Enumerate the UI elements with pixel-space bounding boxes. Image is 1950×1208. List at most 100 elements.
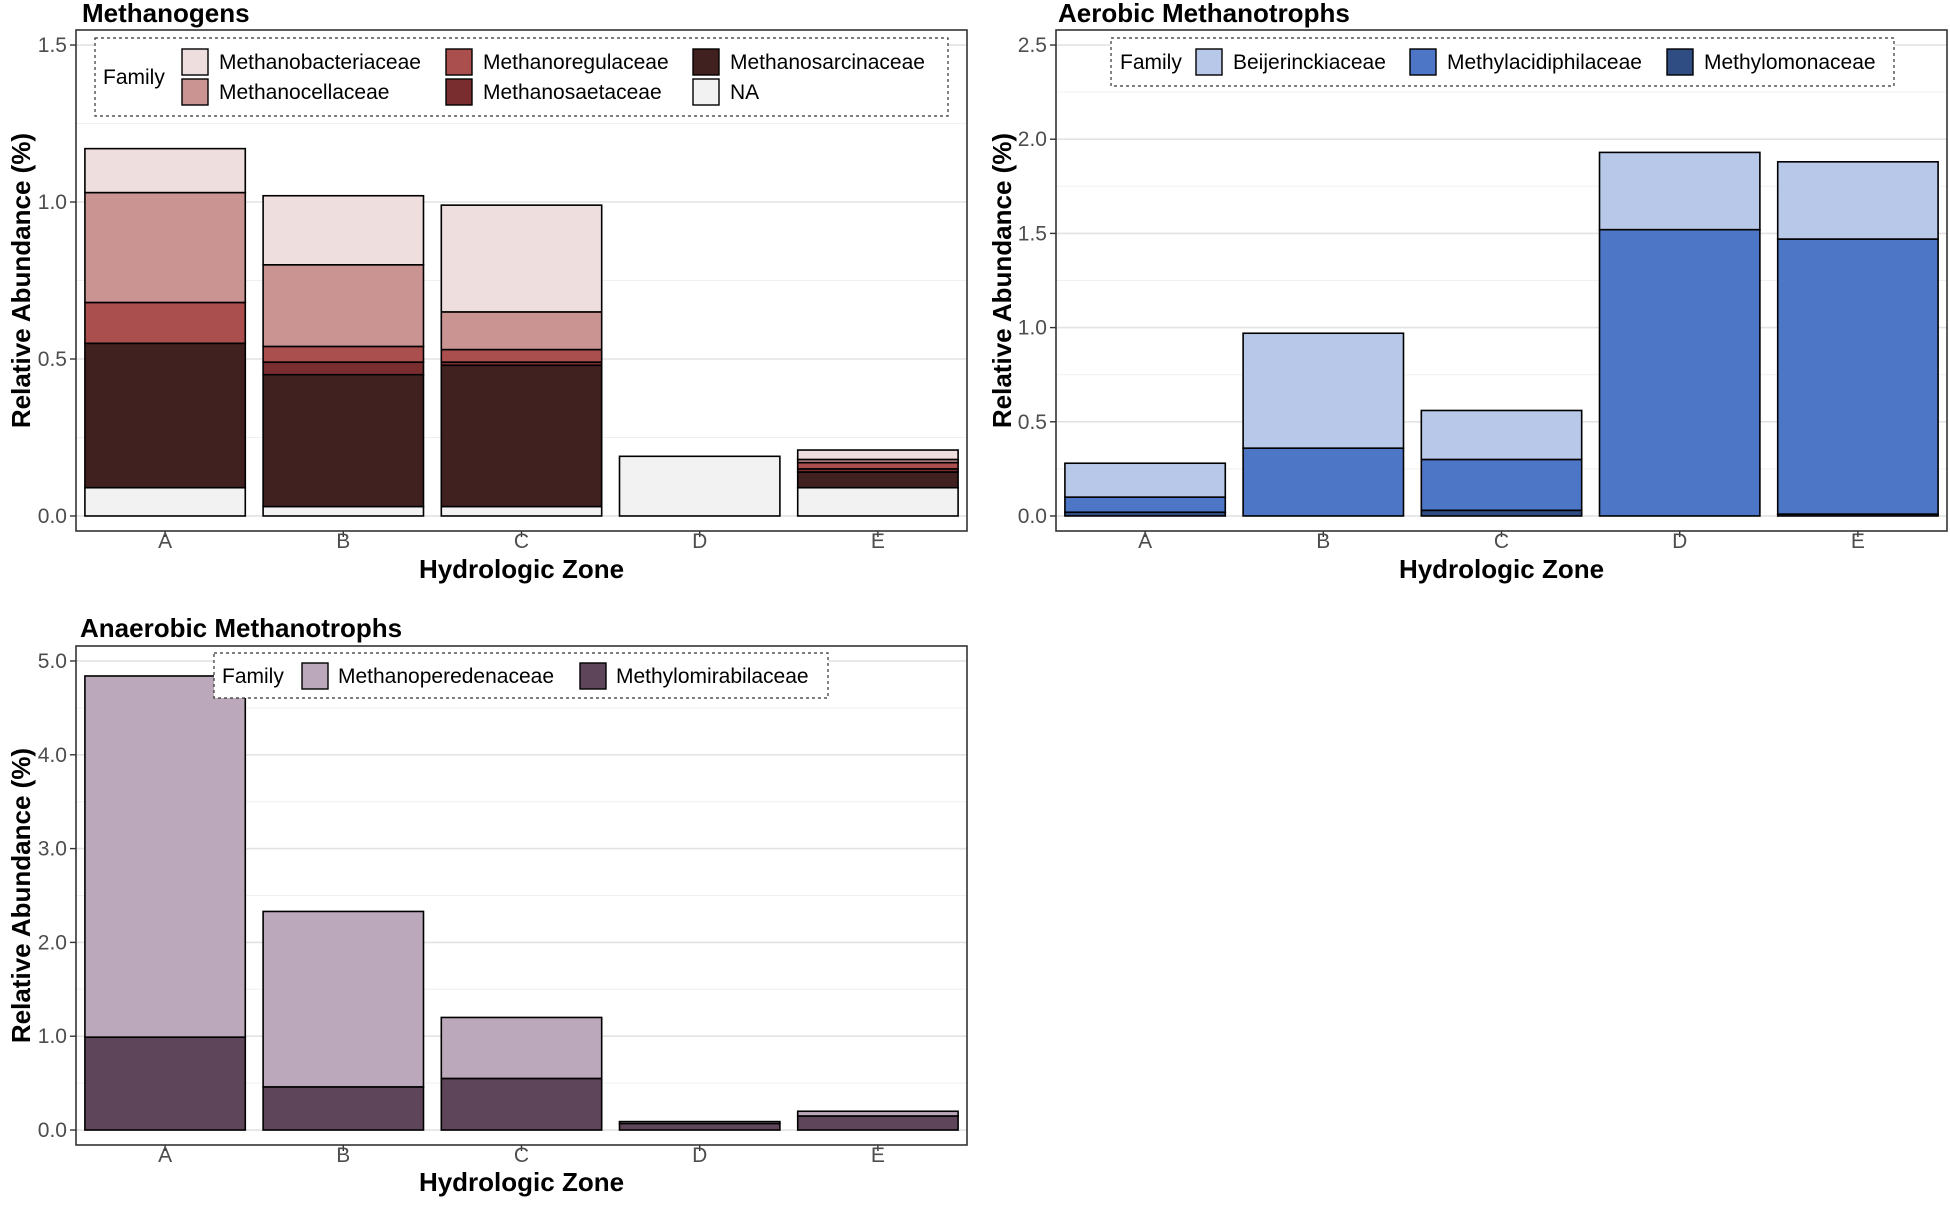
bar-E-Methanoperedenaceae — [796, 1110, 959, 1117]
legend-label: Methanoregulaceae — [483, 51, 669, 74]
bar-C-Methanobacteriaceae — [440, 204, 603, 313]
bar-B-NA — [262, 505, 425, 517]
legend-label: NA — [730, 81, 759, 104]
chart-title: Anaerobic Methanotrophs — [80, 613, 402, 643]
y-tick-label: 2.5 — [1018, 34, 1047, 57]
panel-border — [75, 645, 968, 1146]
bar-E-Methanoregulaceae — [796, 461, 959, 470]
bar-E-Beijerinckiaceae — [1776, 161, 1939, 240]
chart-panel-2: A B C D E 0.0 0.5 1.0 1.5 2.0 2.5 Aerobic Methanotr… — [987, 0, 1948, 584]
y-tick-label: 0.0 — [38, 1119, 67, 1142]
y-tick-label: 1.5 — [1018, 222, 1047, 245]
legend-swatch-Methanocellaceae — [181, 78, 209, 106]
bar-E-Methylomirabilaceae — [796, 1115, 959, 1131]
y-tick-label: 3.0 — [38, 838, 67, 861]
legend: Family Methanobacteriaceae Methanocellacea… — [94, 37, 949, 117]
legend-swatch-Methylomirabilaceae — [579, 662, 607, 690]
bar-A-NA — [84, 486, 247, 517]
legend-label: Methylacidiphilaceae — [1447, 51, 1642, 74]
panel-border — [75, 29, 968, 532]
x-tick-label: D — [692, 530, 707, 553]
bar-A-Methanoperedenaceae — [84, 675, 247, 1038]
y-tick-label: 1.5 — [38, 34, 67, 57]
bar-A-Methanosarcinaceae — [84, 342, 247, 489]
x-tick-label: D — [692, 1144, 707, 1167]
legend-label: Methanoperedenaceae — [338, 665, 554, 688]
legend-title: Family — [1120, 51, 1182, 74]
x-tick-label: A — [158, 530, 172, 553]
bar-B-Methanocellaceae — [262, 264, 425, 348]
bar-A-Methylomirabilaceae — [84, 1036, 247, 1131]
y-tick-label: 0.0 — [38, 505, 67, 528]
y-tick-label: 0.5 — [38, 348, 67, 371]
y-tick-label: 1.0 — [1018, 317, 1047, 340]
bar-A-Beijerinckiaceae — [1064, 462, 1227, 498]
legend-label: Methanobacteriaceae — [219, 51, 421, 74]
legend-swatch-Methanoregulaceae — [445, 48, 473, 76]
y-axis-title: Relative Abundance (%) — [987, 133, 1017, 428]
bar-E-Methylacidiphilaceae — [1776, 238, 1939, 515]
x-axis-title: Hydrologic Zone — [419, 1167, 624, 1197]
chart-panel-3: A B C D E 0.0 1.0 2.0 3.0 4.0 5.0 Anaerobic Methano… — [6, 613, 968, 1197]
legend: Family Beijerinckiaceae Methylacidiphilace… — [1110, 37, 1895, 87]
x-tick-label: A — [1138, 530, 1152, 553]
x-tick-label: C — [514, 530, 529, 553]
x-tick-label: B — [336, 530, 350, 553]
y-axis-title: Relative Abundance (%) — [6, 748, 36, 1043]
legend-box — [1110, 37, 1895, 87]
bar-C-Methylomirabilaceae — [440, 1077, 603, 1131]
legend-label: Methanocellaceae — [219, 81, 389, 104]
bar-B-Methylacidiphilaceae — [1242, 447, 1405, 517]
bar-C-Beijerinckiaceae — [1420, 409, 1583, 461]
bar-C-Methanosarcinaceae — [440, 364, 603, 508]
legend-label: Methylomonaceae — [1704, 51, 1876, 74]
chart-title: Methanogens — [82, 0, 250, 28]
x-tick-label: D — [1672, 530, 1687, 553]
bar-B-Methanobacteriaceae — [262, 194, 425, 266]
bar-C-Methylacidiphilaceae — [1420, 458, 1583, 512]
bar-C-Methanocellaceae — [440, 311, 603, 351]
legend-swatch-Methanoperedenaceae — [301, 662, 329, 690]
x-tick-label: B — [336, 1144, 350, 1167]
legend-title: Family — [222, 665, 284, 688]
bar-D-Methylomirabilaceae — [618, 1122, 781, 1131]
bar-B-Methanosaetaceae — [262, 361, 425, 376]
x-tick-label: C — [514, 1144, 529, 1167]
bar-E-Methanosarcinaceae — [796, 471, 959, 489]
legend-title: Family — [103, 66, 165, 89]
x-tick-label: E — [871, 1144, 885, 1167]
y-tick-label: 1.0 — [38, 191, 67, 214]
bar-B-Methanoregulaceae — [262, 345, 425, 363]
bar-D-Methanoperedenaceae — [618, 1120, 781, 1125]
y-tick-label: 2.0 — [38, 931, 67, 954]
x-tick-label: C — [1494, 530, 1509, 553]
legend-label: Methanosaetaceae — [483, 81, 662, 104]
legend-swatch-Methylomonaceae — [1666, 48, 1694, 76]
legend: Family Methanoperedenaceae Methylomirabila… — [213, 652, 829, 699]
bars — [1064, 151, 1939, 517]
y-tick-label: 0.5 — [1018, 411, 1047, 434]
y-tick-label: 4.0 — [38, 744, 67, 767]
bar-B-Methylomirabilaceae — [262, 1086, 425, 1131]
bar-A-Methylacidiphilaceae — [1064, 496, 1227, 514]
chart-panel-1: A B C D E 0.0 0.5 1.0 1.5 Methanogens Hydrologic Z… — [6, 0, 968, 584]
bar-A-Methanoregulaceae — [84, 301, 247, 345]
bar-E-Methanobacteriaceae — [796, 449, 959, 461]
x-axis-title: Hydrologic Zone — [419, 554, 624, 584]
bar-B-Methanosarcinaceae — [262, 373, 425, 508]
bar-C-Methanoperedenaceae — [440, 1016, 603, 1080]
y-axis-title: Relative Abundance (%) — [6, 133, 36, 428]
bars — [84, 147, 959, 517]
bar-C-NA — [440, 505, 603, 517]
bar-D-Beijerinckiaceae — [1598, 151, 1761, 231]
bar-A-Methanocellaceae — [84, 191, 247, 304]
y-tick-label: 2.0 — [1018, 128, 1047, 151]
bar-C-Methanoregulaceae — [440, 348, 603, 363]
legend-swatch-Methanosaetaceae — [445, 78, 473, 106]
legend-swatch-NA — [692, 78, 720, 106]
x-tick-label: E — [1851, 530, 1865, 553]
bar-D-NA — [618, 455, 781, 517]
legend-label: Beijerinckiaceae — [1233, 51, 1386, 74]
chart-title: Aerobic Methanotrophs — [1058, 0, 1350, 28]
